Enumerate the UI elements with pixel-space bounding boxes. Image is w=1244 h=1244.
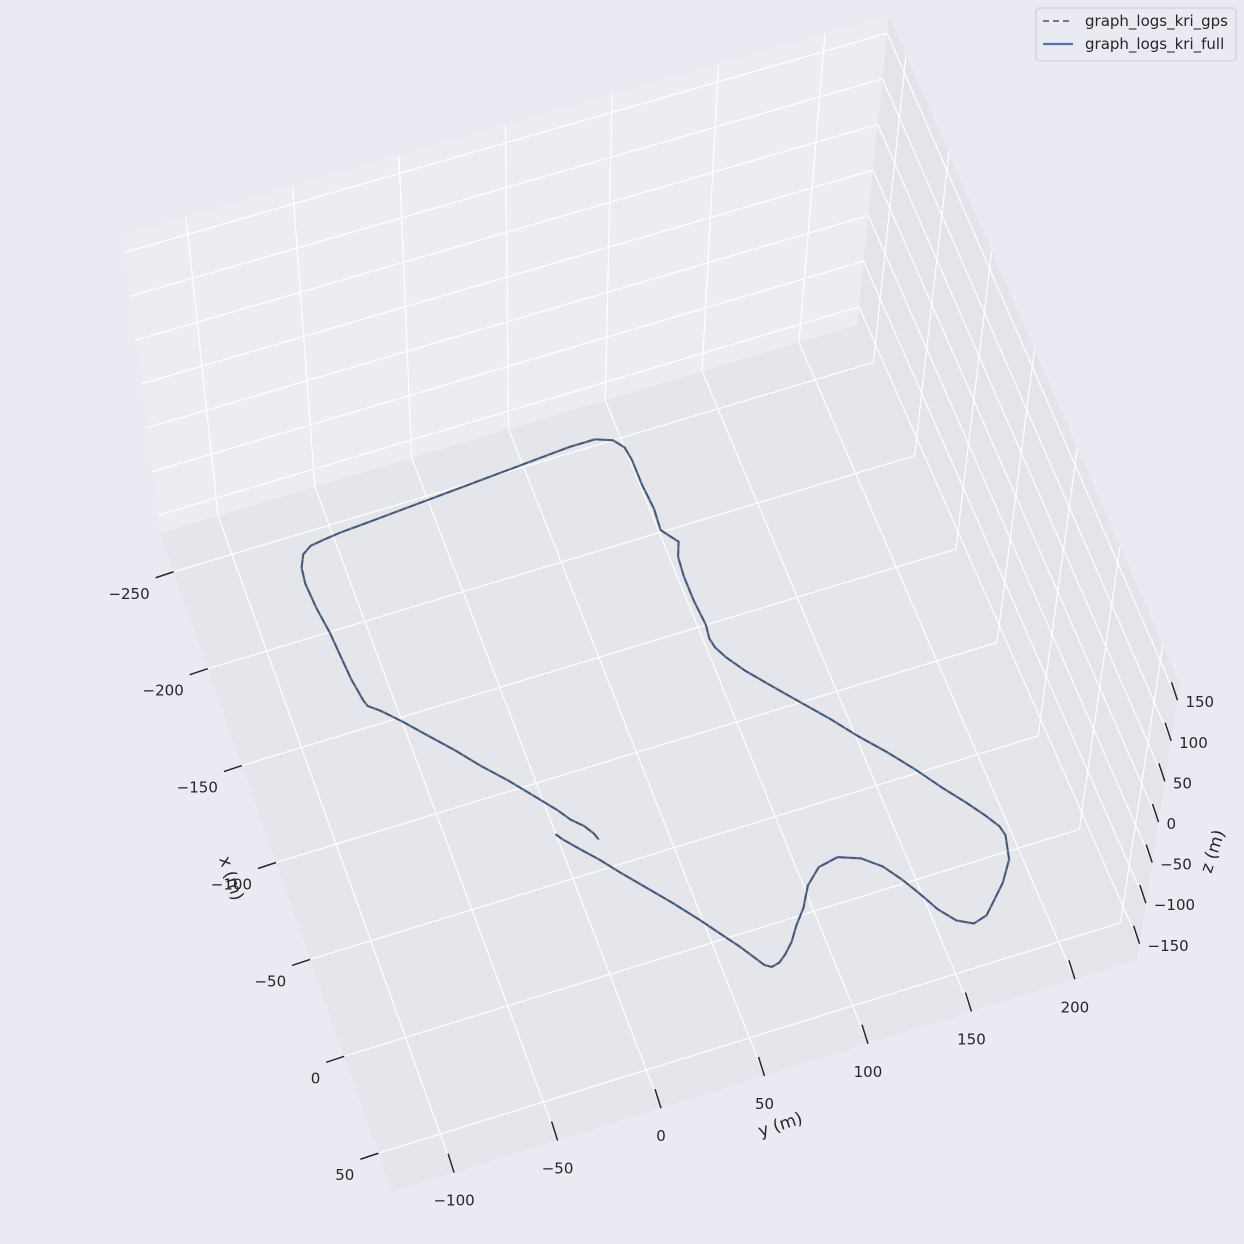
- y-tick-label-1: −50: [542, 1159, 574, 1177]
- x-tick-5: [325, 1055, 345, 1064]
- z-tick-label-6: 150: [1185, 693, 1214, 711]
- z-tick-0: [1132, 925, 1141, 945]
- back-wall-grid-z-6: [124, 32, 888, 254]
- y-tick-label-3: 50: [755, 1095, 774, 1113]
- z-tick-label-4: 50: [1173, 774, 1192, 792]
- x-tick-2: [223, 764, 243, 773]
- x-tick-6: [360, 1152, 379, 1160]
- z-tick-2: [1145, 844, 1153, 863]
- y-tick-0: [447, 1153, 455, 1173]
- legend-box: [1035, 7, 1237, 62]
- back-wall-grid-z-0: [157, 306, 860, 517]
- back-wall-pane: [122, 15, 889, 533]
- floor-grid-y-3: [507, 428, 766, 1077]
- y-tick-4: [861, 1024, 869, 1045]
- back-wall-grid-z-1: [152, 260, 864, 473]
- side-wall-grid-z-2: [867, 215, 1153, 863]
- y-tick-label-2: 0: [656, 1127, 666, 1145]
- side-wall-grid-z-1: [863, 260, 1147, 904]
- y-tick-label-4: 100: [854, 1063, 883, 1081]
- floor-grid-y-6: [798, 342, 1076, 980]
- z-tick-5: [1164, 722, 1172, 742]
- side-wall-grid-z-5: [881, 78, 1172, 742]
- data-series: [300, 438, 1011, 968]
- z-tick-3: [1151, 803, 1160, 823]
- legend-full-label: graph_logs_kri_full: [1085, 35, 1224, 54]
- floor-grid-y-2: [411, 457, 662, 1109]
- floor-pane: [160, 325, 1137, 1192]
- floor-grid-y-5: [701, 370, 972, 1012]
- x-tick-1: [189, 667, 209, 676]
- y-tick-label-6: 200: [1061, 998, 1090, 1016]
- back-wall-grid-z-3: [140, 169, 874, 385]
- floor-grid-y-4: [604, 399, 869, 1045]
- legend: graph_logs_kri_gps graph_logs_kri_full: [1035, 7, 1237, 62]
- y-tick-label-5: 150: [957, 1031, 986, 1049]
- y-tick-3: [757, 1056, 766, 1077]
- x-tick-label-2: −150: [177, 779, 218, 797]
- z-tick-label-0: −150: [1148, 937, 1189, 955]
- x-tick-label-6: 50: [335, 1166, 354, 1184]
- side-wall-grid-z-3: [872, 169, 1160, 823]
- x-tick-4: [291, 958, 311, 967]
- series-line-graph_logs_kri_gps: [300, 438, 1010, 968]
- y-tick-2: [654, 1088, 662, 1109]
- back-wall-grid-z-2: [146, 215, 869, 429]
- side-wall-grid-z-6: [886, 32, 1179, 701]
- floor-grid-y-0: [217, 515, 455, 1173]
- z-tick-label-1: −100: [1154, 896, 1195, 914]
- x-tick-0: [155, 571, 174, 579]
- grid-lines: [124, 32, 1179, 1173]
- y-tick-5: [964, 992, 973, 1012]
- z-tick-label-3: 0: [1167, 815, 1177, 833]
- axis-ticks: −250 −200 −150 −100 −50 0 50 −100 −50 0 50 100 150 20…: [108, 571, 1214, 1210]
- z-tick-label-2: −50: [1160, 856, 1192, 874]
- x-tick-label-0: −250: [108, 585, 149, 603]
- y-tick-1: [550, 1121, 559, 1141]
- back-wall-grid-z-4: [135, 123, 878, 341]
- legend-gps-label: graph_logs_kri_gps: [1085, 12, 1228, 31]
- z-tick-1: [1139, 884, 1147, 904]
- side-wall-grid-z-0: [858, 306, 1141, 945]
- x-tick-label-3: −100: [211, 876, 252, 894]
- z-tick-label-5: 100: [1179, 734, 1208, 752]
- z-tick-4: [1158, 763, 1166, 782]
- y-tick-6: [1068, 960, 1076, 980]
- y-tick-label-0: −100: [433, 1192, 474, 1210]
- floor-grid-y-1: [314, 486, 559, 1141]
- x-tick-label-5: 0: [311, 1069, 321, 1087]
- z-tick-6: [1170, 681, 1179, 701]
- x-tick-label-1: −200: [143, 682, 184, 700]
- back-wall-grid-z-5: [129, 78, 883, 297]
- x-tick-label-4: −50: [254, 972, 286, 990]
- side-wall-grid-z-4: [877, 124, 1166, 782]
- x-tick-3: [257, 861, 277, 870]
